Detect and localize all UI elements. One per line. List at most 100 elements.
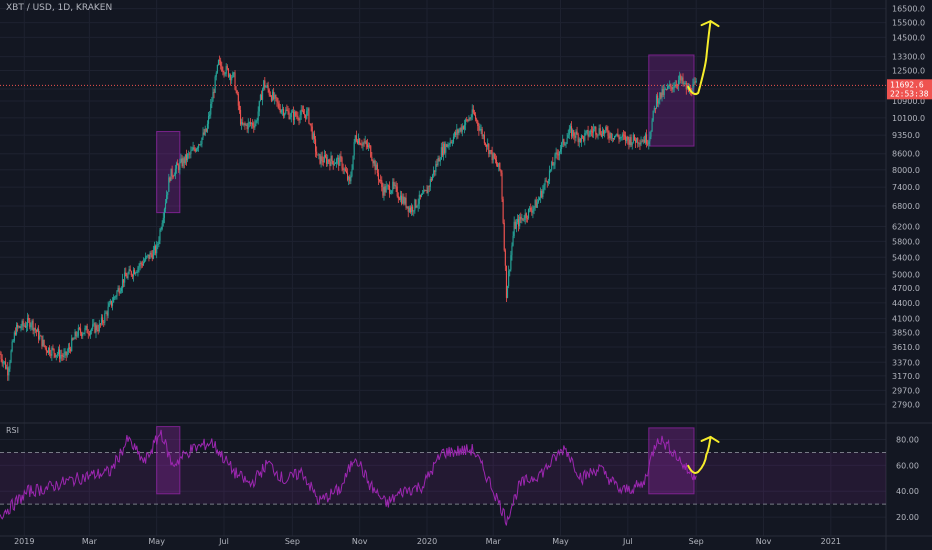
candle-body (461, 126, 463, 132)
candle-body (132, 270, 135, 277)
candle-body (648, 141, 650, 144)
candle-body (286, 109, 288, 111)
price-axis-label: 4400.0 (892, 299, 920, 308)
candle-body (326, 157, 328, 164)
candle-body (64, 351, 66, 354)
candle-body (164, 202, 167, 209)
price-axis-label: 8600.0 (892, 150, 920, 159)
candle-body (360, 144, 362, 146)
candle-body (170, 168, 172, 181)
candle-body (570, 126, 573, 137)
candle-body (268, 89, 270, 95)
candle-body (45, 347, 47, 352)
candle-body (544, 180, 546, 186)
candle-body (193, 147, 195, 150)
candle-body (552, 161, 554, 166)
candle-body (600, 134, 602, 137)
candle-body (99, 323, 101, 325)
candle-body (253, 125, 255, 128)
candle-body (130, 271, 132, 276)
candle-body (679, 75, 681, 80)
candle-body (39, 335, 41, 340)
price-axis-label: 2790.0 (892, 400, 920, 409)
candle-body (563, 139, 565, 145)
candle-body (462, 126, 464, 130)
candle-body (264, 80, 266, 88)
candle-body (608, 135, 610, 139)
candle-body (373, 160, 375, 164)
candle-body (14, 332, 16, 335)
candle-body (369, 145, 371, 147)
candle-body (437, 157, 439, 165)
candle-body (0, 353, 2, 360)
candle-body (28, 317, 30, 320)
candle-body (494, 158, 496, 160)
candle-body (2, 361, 4, 364)
candle-body (473, 112, 475, 115)
candle-body (443, 143, 445, 156)
rsi-indicator (0, 429, 697, 526)
candle-body (674, 84, 676, 88)
candle-body (474, 114, 477, 120)
candle-body (242, 122, 244, 125)
candle-body (503, 222, 505, 251)
candle-body (436, 164, 438, 165)
price-axis-label: 5800.0 (892, 237, 920, 246)
candle-body (533, 206, 535, 210)
candle-body (214, 76, 216, 93)
candle-body (446, 144, 448, 147)
candle-body (541, 190, 543, 198)
candle-body (42, 339, 44, 347)
candle-body (625, 135, 627, 142)
candle-body (91, 328, 93, 331)
candle-body (497, 164, 499, 167)
candle-body (182, 158, 184, 167)
candle-body (333, 163, 335, 166)
rsi-axis-label: 80.00 (896, 436, 919, 445)
candle-body (12, 340, 14, 342)
candle-body (50, 354, 52, 356)
candle-body (299, 114, 301, 121)
candle-body (445, 144, 447, 153)
rsi-axis-label: 40.00 (896, 487, 919, 496)
candle-body (477, 120, 479, 127)
candle-body (694, 81, 696, 83)
candle-body (598, 128, 600, 135)
candle-body (30, 324, 32, 328)
candle-body (142, 262, 144, 266)
candle-body (332, 160, 334, 166)
candle-body (153, 246, 156, 251)
price-tag-background (887, 79, 932, 100)
candle-body (70, 348, 72, 351)
candle-body (363, 142, 365, 144)
candle-body (310, 123, 312, 127)
candle-body (379, 179, 381, 181)
candle-body (398, 198, 400, 200)
candle-body (138, 266, 140, 268)
candle-body (502, 199, 504, 223)
candle-body (534, 200, 536, 207)
candle-body (498, 162, 500, 167)
candle-body (255, 121, 257, 124)
candle-body (75, 331, 77, 337)
candle-body (483, 135, 485, 144)
candle-body (516, 219, 519, 223)
candle-body (431, 175, 434, 181)
candle-body (416, 206, 418, 208)
candle-body (301, 109, 303, 111)
candle-body (93, 323, 95, 325)
candle-body (66, 351, 68, 356)
candle-body (243, 123, 245, 125)
candle-body (459, 127, 461, 131)
price-axis-label: 12500.0 (892, 66, 925, 75)
candle-body (433, 170, 435, 176)
candle-body (390, 193, 392, 194)
rsi-highlight-box (648, 427, 695, 495)
candle-body (629, 137, 631, 145)
candle-body (512, 235, 514, 246)
candle-body (601, 130, 603, 137)
candle-body (184, 154, 186, 164)
candle-body (105, 312, 107, 314)
candle-body (266, 85, 268, 87)
candle-body (540, 190, 542, 198)
